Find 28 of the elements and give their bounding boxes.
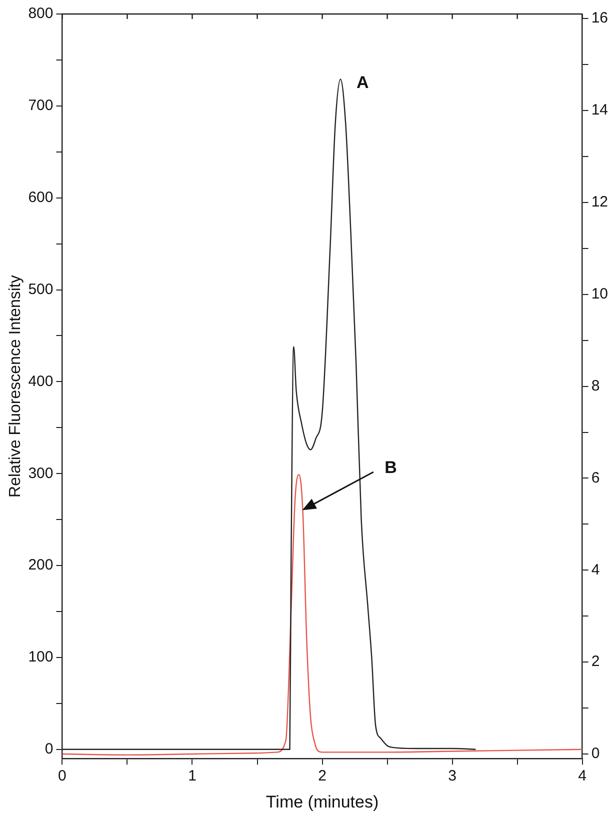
x-tick-label: 0	[58, 768, 66, 785]
x-tick-label: 1	[188, 768, 196, 785]
y-tick-label: 500	[28, 280, 54, 298]
y-tick-label: 300	[28, 464, 54, 482]
y-tick-label: 700	[28, 97, 54, 114]
y2-tick-label: 12	[591, 194, 608, 211]
y2-tick-label: 2	[591, 653, 600, 670]
y2-tick-label: 4	[591, 561, 600, 578]
y-tick-label: 800	[28, 5, 54, 22]
y-tick-label: 0	[44, 740, 54, 758]
y2-tick-label: 8	[591, 377, 600, 394]
y-tick-label: 600	[28, 188, 54, 206]
annotation: A	[356, 72, 369, 92]
x-tick-label: 4	[578, 768, 586, 785]
x-tick-label: 2	[318, 768, 326, 785]
y2-tick-label: 14	[591, 102, 608, 119]
y2-tick-label: 0	[591, 745, 600, 762]
y-tick-label: 200	[28, 556, 54, 574]
x-axis-title: Time (minutes)	[266, 792, 379, 812]
y2-tick-label: 6	[591, 469, 600, 486]
y-axis-title: Relative Fluorescence Intensity	[7, 275, 24, 498]
y-tick-label: 100	[28, 648, 54, 666]
annotation: B	[384, 458, 397, 477]
y-tick-label: 400	[28, 372, 54, 390]
x-tick-label: 3	[448, 768, 456, 785]
y2-tick-label: 10	[591, 286, 608, 303]
line-series	[62, 474, 582, 756]
y2-tick-label: 16	[591, 10, 608, 27]
